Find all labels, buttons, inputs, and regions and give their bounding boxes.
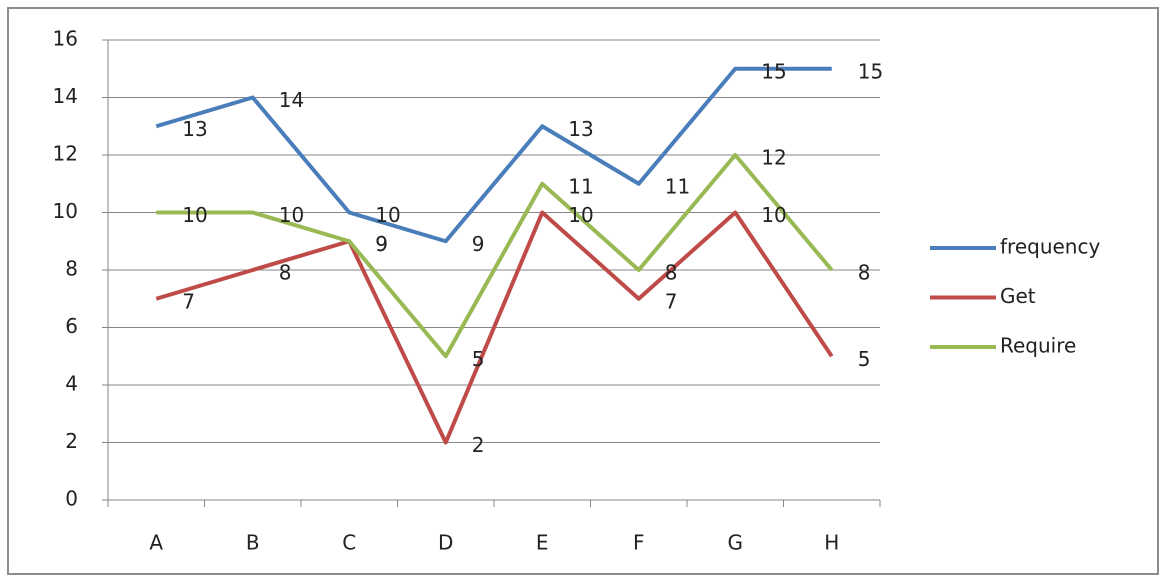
data-label: 2 — [472, 433, 485, 457]
data-label: 8 — [665, 261, 678, 285]
x-tick-label: A — [149, 531, 163, 555]
data-label: 9 — [375, 232, 388, 256]
data-label: 7 — [182, 289, 195, 313]
data-label: 11 — [568, 174, 593, 198]
data-label: 10 — [182, 203, 207, 227]
x-tick-label: H — [824, 531, 839, 555]
data-label: 15 — [858, 59, 883, 83]
data-label: 10 — [761, 203, 786, 227]
legend-label: Get — [1000, 284, 1036, 308]
x-tick-label: G — [728, 531, 744, 555]
chart-frame — [7, 7, 1159, 575]
data-label: 13 — [182, 117, 207, 141]
data-label: 9 — [375, 232, 388, 256]
y-tick-label: 2 — [65, 429, 78, 453]
y-tick-label: 8 — [65, 257, 78, 281]
y-tick-label: 16 — [53, 27, 78, 51]
data-label: 5 — [472, 347, 485, 371]
x-tick-label: B — [246, 531, 260, 555]
x-tick-label: D — [438, 531, 453, 555]
data-label: 10 — [375, 203, 400, 227]
data-label: 7 — [665, 289, 678, 313]
series-line — [156, 153, 834, 359]
data-label: 8 — [858, 261, 871, 285]
series-line — [155, 66, 832, 244]
y-tick-label: 10 — [53, 199, 78, 223]
y-tick-label: 6 — [65, 314, 78, 338]
data-label: 9 — [472, 232, 485, 256]
x-tick-label: F — [633, 531, 645, 555]
data-label: 14 — [279, 88, 304, 112]
data-label: 10 — [279, 203, 304, 227]
legend-label: frequency — [1000, 235, 1100, 259]
y-tick-label: 12 — [53, 142, 78, 166]
legend-label: Require — [1000, 334, 1076, 358]
series-line — [155, 210, 834, 445]
y-tick-label: 4 — [65, 372, 78, 396]
y-tick-label: 0 — [65, 487, 78, 511]
y-tick-label: 14 — [53, 84, 78, 108]
data-label: 15 — [761, 59, 786, 83]
data-label: 12 — [761, 146, 786, 170]
data-label: 13 — [568, 117, 593, 141]
data-label: 5 — [858, 347, 871, 371]
data-label: 10 — [568, 203, 593, 227]
x-tick-label: E — [536, 531, 549, 555]
data-label: 11 — [665, 174, 690, 198]
x-tick-label: C — [342, 531, 356, 555]
data-label: 8 — [279, 261, 292, 285]
